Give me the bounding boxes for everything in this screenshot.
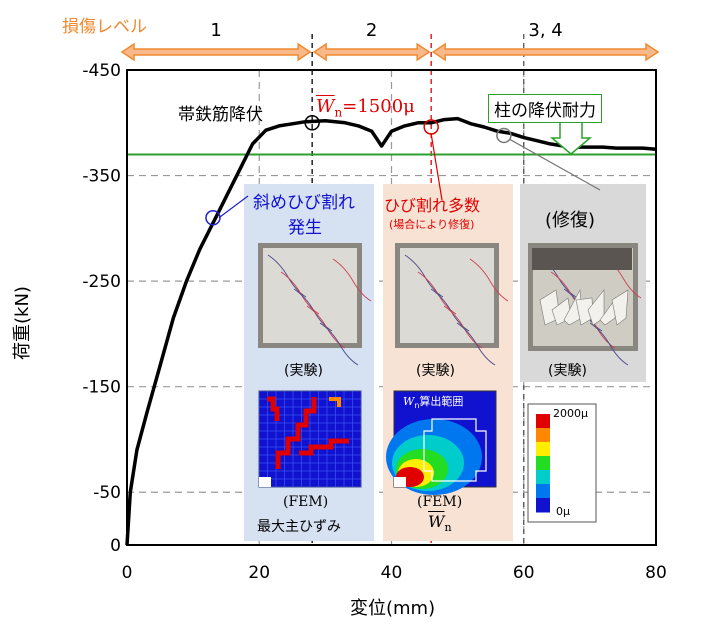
x-tick-label: 40 <box>381 563 403 583</box>
panel2-fem-caption2: Wn <box>428 512 452 534</box>
colorbar-max-label: 2000μ <box>553 407 588 420</box>
panel2-fem-inner-label: Wn算出範囲 <box>403 393 463 410</box>
panel2-fem-caption1: (FEM) <box>417 494 462 510</box>
stirrup-yield-label: 帯鉄筋降伏 <box>178 100 263 125</box>
fem-corner <box>259 477 271 487</box>
panel3-photo-caption: (実験) <box>548 360 587 380</box>
column-yield-arrow <box>552 122 590 154</box>
y-axis-label: 荷重(kN) <box>8 286 34 360</box>
damage-level-title: 損傷レベル <box>62 12 147 37</box>
y-tick-label: 0 <box>110 536 121 556</box>
fem-corner <box>394 477 406 487</box>
y-tick-label: -50 <box>93 483 121 503</box>
colorbar-segment <box>536 498 550 513</box>
column-yield-label: 柱の降伏耐力 <box>488 94 602 123</box>
damage-level-label-1: 1 <box>210 20 221 41</box>
wn-value: =1500μ <box>342 96 415 117</box>
y-tick-label: -350 <box>82 167 121 187</box>
panel1-title-line2: 発生 <box>288 213 322 238</box>
y-tick-label: -150 <box>82 378 121 398</box>
x-tick-label: 0 <box>122 563 133 583</box>
x-axis-label: 変位(mm) <box>350 594 435 620</box>
panel1-title-line1: 斜めひび割れ <box>253 188 355 213</box>
damage-level-arrow-2 <box>314 44 429 60</box>
damage-level-arrow-3 <box>433 44 658 60</box>
panel2-wn-subscript: n <box>444 521 451 534</box>
panel2-inner-text: 算出範囲 <box>419 395 463 408</box>
colorbar-segment <box>536 428 550 443</box>
panel2-inner-wn: W <box>403 395 414 408</box>
damage-level-layer: 1 2 3, 4 <box>122 20 658 60</box>
y-tick-label: -450 <box>82 61 121 81</box>
x-tick-label: 60 <box>513 563 535 583</box>
panel2-photo-caption: (実験) <box>416 360 455 380</box>
panel2-title-line2: (場合により修復) <box>389 216 474 232</box>
damage-level-arrow-1 <box>122 44 310 60</box>
panel2-wn-symbol: W <box>428 512 444 531</box>
panel2-title-line1: ひび割れ多数 <box>384 192 480 216</box>
wn-symbol: W <box>316 96 335 117</box>
damaged-concrete <box>532 248 632 270</box>
colorbar-segment <box>536 456 550 471</box>
colorbar-segment <box>536 470 550 485</box>
x-tick-label: 80 <box>645 563 667 583</box>
wn-annotation: Wn=1500μ <box>316 96 415 120</box>
colorbar-min-label: 0μ <box>556 505 570 518</box>
panel1-fem-caption2: 最大主ひずみ <box>257 516 341 536</box>
damage-level-label-2: 2 <box>366 20 377 41</box>
panel1-photo-caption: (実験) <box>284 360 323 380</box>
colorbar-segment <box>536 442 550 457</box>
panel3-title: (修復) <box>545 206 595 232</box>
y-tick-label: -250 <box>82 272 121 292</box>
colorbar-segment <box>536 414 550 429</box>
colorbar-segment <box>536 484 550 499</box>
x-tick-label: 20 <box>248 563 270 583</box>
damage-level-label-3: 3, 4 <box>528 20 562 41</box>
panel1-fem-caption1: (FEM) <box>283 494 328 510</box>
